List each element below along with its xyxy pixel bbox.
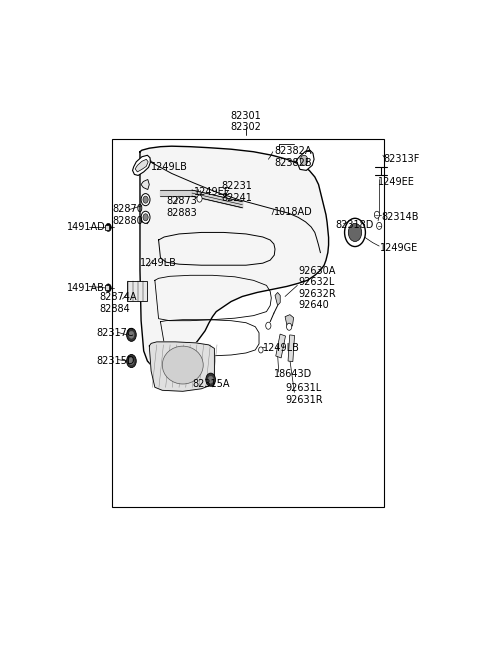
Circle shape <box>208 376 213 383</box>
Text: 1249EE: 1249EE <box>378 177 415 187</box>
Text: 82873
82883: 82873 82883 <box>166 196 197 218</box>
Circle shape <box>127 328 136 341</box>
Circle shape <box>197 195 202 202</box>
Bar <box>105 286 109 290</box>
Circle shape <box>287 323 292 330</box>
Text: 82301
82302: 82301 82302 <box>230 111 262 132</box>
Circle shape <box>106 223 111 231</box>
Text: 1249LB: 1249LB <box>263 343 300 354</box>
Circle shape <box>143 196 148 203</box>
Text: 1249GE: 1249GE <box>380 242 418 253</box>
Text: 1491AD: 1491AD <box>67 223 106 233</box>
Polygon shape <box>132 155 150 176</box>
Polygon shape <box>149 342 215 391</box>
Circle shape <box>348 223 362 242</box>
Bar <box>127 282 147 301</box>
Text: 82315A: 82315A <box>192 379 229 388</box>
Text: 1249LB: 1249LB <box>151 162 188 172</box>
Text: 82315D: 82315D <box>96 356 135 366</box>
Polygon shape <box>135 159 148 172</box>
Text: 1249EE: 1249EE <box>194 187 231 197</box>
Text: 82231
82241: 82231 82241 <box>222 181 252 203</box>
Text: 82870
82880: 82870 82880 <box>112 204 143 225</box>
Circle shape <box>143 214 148 221</box>
Bar <box>105 225 109 230</box>
Text: 1018AD: 1018AD <box>274 207 312 217</box>
Text: 82317C: 82317C <box>96 328 134 338</box>
Polygon shape <box>141 179 149 189</box>
Text: 92630A
92632L
92632R
92640: 92630A 92632L 92632R 92640 <box>299 265 336 310</box>
Circle shape <box>129 331 134 339</box>
Circle shape <box>141 194 150 206</box>
Circle shape <box>374 212 380 218</box>
Bar <box>288 335 295 362</box>
Text: 82874A
82884: 82874A 82884 <box>99 292 136 314</box>
Circle shape <box>300 155 308 165</box>
Text: 1249LB: 1249LB <box>140 257 177 268</box>
Circle shape <box>106 284 111 292</box>
Bar <box>276 334 286 358</box>
Ellipse shape <box>162 346 203 384</box>
Circle shape <box>266 322 271 329</box>
Polygon shape <box>285 314 294 329</box>
Text: 92631L
92631R: 92631L 92631R <box>286 383 324 405</box>
Circle shape <box>127 354 136 367</box>
Circle shape <box>345 218 365 246</box>
Text: 82314B: 82314B <box>382 212 420 222</box>
Bar <box>112 139 384 507</box>
Text: 18643D: 18643D <box>274 369 312 379</box>
Circle shape <box>141 212 150 223</box>
Polygon shape <box>296 150 314 170</box>
Text: 82318D: 82318D <box>335 220 373 230</box>
Polygon shape <box>275 292 280 305</box>
Text: 82313F: 82313F <box>384 155 420 164</box>
Circle shape <box>377 222 382 229</box>
Polygon shape <box>140 146 329 366</box>
Text: 1491AB: 1491AB <box>67 283 105 293</box>
Circle shape <box>129 358 134 365</box>
Circle shape <box>259 347 263 353</box>
Polygon shape <box>140 215 149 224</box>
Circle shape <box>206 373 216 386</box>
Text: 82382A
82382B: 82382A 82382B <box>274 146 312 168</box>
